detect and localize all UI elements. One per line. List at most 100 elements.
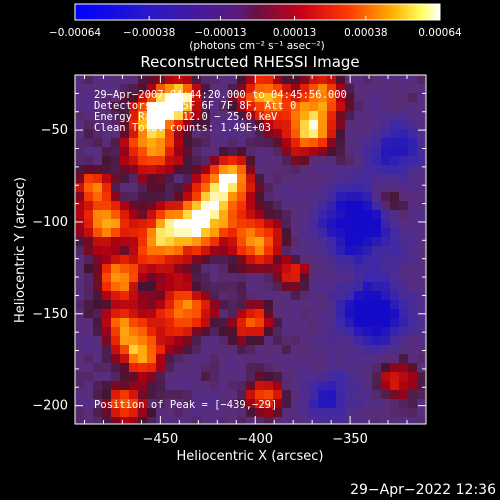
heatmap-cell	[390, 363, 400, 373]
heatmap-cell	[390, 417, 400, 424]
heatmap-cell	[201, 273, 211, 283]
heatmap-cell	[354, 201, 364, 211]
heatmap-cell	[318, 291, 328, 301]
heatmap-cell	[93, 417, 103, 424]
heatmap-cell	[381, 363, 391, 373]
heatmap-cell	[354, 390, 364, 400]
heatmap-cell	[84, 390, 94, 400]
heatmap-cell	[336, 273, 346, 283]
heatmap-cell	[219, 282, 229, 292]
heatmap-cell	[381, 372, 391, 382]
heatmap-cell	[138, 129, 148, 139]
heatmap-cell	[255, 75, 265, 85]
heatmap-cell	[408, 273, 418, 283]
heatmap-cell	[363, 327, 373, 337]
heatmap-cell	[174, 372, 184, 382]
heatmap-cell	[147, 309, 157, 319]
heatmap-cell	[84, 291, 94, 301]
heatmap-cell	[246, 219, 256, 229]
heatmap-cell	[381, 354, 391, 364]
heatmap-cell	[219, 129, 229, 139]
heatmap-cell	[93, 183, 103, 193]
heatmap-cell	[102, 390, 112, 400]
heatmap-cell	[417, 318, 426, 328]
heatmap-cell	[174, 354, 184, 364]
heatmap-cell	[318, 120, 328, 130]
heatmap-cell	[417, 84, 426, 94]
heatmap-cell	[381, 237, 391, 247]
heatmap-cell	[165, 399, 175, 409]
heatmap-cell	[327, 318, 337, 328]
heatmap-cell	[138, 120, 148, 130]
heatmap-cell	[201, 120, 211, 130]
heatmap-cell	[156, 291, 166, 301]
heatmap-cell	[417, 336, 426, 346]
heatmap-cell	[228, 156, 238, 166]
heatmap-cell	[246, 372, 256, 382]
heatmap-cell	[237, 300, 247, 310]
heatmap-cell	[417, 129, 426, 139]
heatmap-cell	[75, 228, 85, 238]
heatmap-cell	[156, 129, 166, 139]
heatmap-cell	[300, 309, 310, 319]
heatmap-cell	[84, 255, 94, 265]
annotation-method: Clean Total counts: 1.49E+03	[94, 122, 271, 134]
heatmap-cell	[165, 390, 175, 400]
heatmap-cell	[354, 273, 364, 283]
heatmap-cell	[282, 138, 292, 148]
heatmap-cell	[345, 300, 355, 310]
heatmap-cell	[255, 327, 265, 337]
heatmap-cell	[228, 147, 238, 157]
heatmap-cell	[237, 309, 247, 319]
heatmap-cell	[147, 201, 157, 211]
heatmap-cell	[75, 138, 85, 148]
heatmap-cell	[246, 399, 256, 409]
heatmap-cell	[147, 273, 157, 283]
heatmap-cell	[255, 111, 265, 121]
heatmap-cell	[192, 336, 202, 346]
heatmap-cell	[336, 255, 346, 265]
heatmap-cell	[318, 111, 328, 121]
heatmap-cell	[291, 192, 301, 202]
heatmap-cell	[156, 282, 166, 292]
heatmap-cell	[75, 255, 85, 265]
heatmap-cell	[417, 273, 426, 283]
heatmap-cell	[417, 228, 426, 238]
heatmap-cell	[408, 372, 418, 382]
heatmap-cell	[309, 309, 319, 319]
heatmap-cell	[138, 138, 148, 148]
heatmap-cell	[246, 408, 256, 418]
heatmap-cell	[282, 156, 292, 166]
heatmap-cell	[336, 300, 346, 310]
heatmap-cell	[174, 156, 184, 166]
heatmap-cell	[219, 138, 229, 148]
heatmap-cell	[345, 345, 355, 355]
heatmap-cell	[84, 300, 94, 310]
heatmap-cell	[228, 264, 238, 274]
heatmap-cell	[381, 93, 391, 103]
heatmap-cell	[363, 363, 373, 373]
heatmap-cell	[183, 318, 193, 328]
heatmap-cell	[210, 174, 220, 184]
heatmap-cell	[354, 228, 364, 238]
heatmap-cell	[201, 147, 211, 157]
heatmap-cell	[174, 300, 184, 310]
heatmap-cell	[219, 264, 229, 274]
heatmap-cell	[219, 147, 229, 157]
heatmap-cell	[408, 75, 418, 85]
heatmap-cell	[318, 219, 328, 229]
heatmap-cell	[309, 210, 319, 220]
heatmap-cell	[120, 273, 130, 283]
heatmap-cell	[129, 192, 139, 202]
heatmap-cell	[219, 219, 229, 229]
heatmap-cell	[165, 210, 175, 220]
heatmap-cell	[354, 318, 364, 328]
heatmap-cell	[210, 300, 220, 310]
heatmap-cell	[399, 75, 409, 85]
heatmap-cell	[282, 129, 292, 139]
heatmap-cell	[372, 408, 382, 418]
heatmap-cell	[129, 255, 139, 265]
heatmap-cell	[363, 336, 373, 346]
heatmap-cell	[219, 300, 229, 310]
heatmap-cell	[93, 129, 103, 139]
